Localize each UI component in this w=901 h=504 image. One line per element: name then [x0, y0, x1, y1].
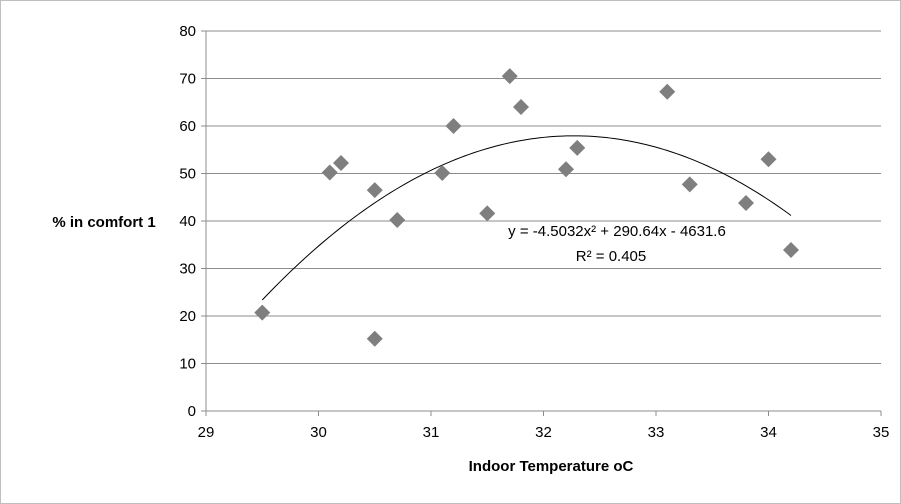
- data-point-6: [389, 212, 406, 229]
- data-point-17: [760, 151, 777, 168]
- x-tick-label-30: 30: [310, 424, 327, 441]
- y-axis-title: % in comfort 1: [52, 214, 155, 231]
- y-tick-label-30: 30: [179, 261, 196, 278]
- data-point-14: [659, 83, 676, 100]
- trendline: [261, 135, 792, 301]
- x-tick-label-33: 33: [648, 424, 665, 441]
- gridlines: [206, 30, 881, 364]
- data-point-3: [333, 155, 349, 172]
- y-tick-labels: 0 10 20 30 40 50 60 70 80: [179, 23, 196, 420]
- trendline-r-squared: R² = 0.405: [576, 248, 646, 265]
- axes: [201, 30, 882, 416]
- data-point-12: [558, 161, 574, 178]
- x-tick-label-29: 29: [198, 424, 215, 441]
- data-point-5: [366, 330, 383, 347]
- y-tick-label-80: 80: [179, 23, 196, 40]
- data-point-1: [254, 304, 271, 321]
- y-tick-label-0: 0: [188, 403, 196, 420]
- x-axis-title: Indoor Temperature oC: [469, 458, 634, 475]
- data-point-11: [513, 99, 529, 115]
- data-point-9: [479, 205, 496, 222]
- y-tick-label-10: 10: [179, 356, 196, 373]
- data-point-15: [681, 176, 698, 193]
- data-point-16: [738, 194, 754, 211]
- y-tick-label-40: 40: [179, 213, 196, 230]
- data-point-4: [366, 182, 383, 199]
- trendline-equation: y = -4.5032x² + 290.64x - 4631.6: [508, 223, 726, 240]
- data-point-2: [321, 164, 338, 181]
- trendline-group: [261, 135, 792, 301]
- data-point-13: [569, 139, 586, 156]
- y-tick-label-60: 60: [179, 118, 196, 135]
- data-point-18: [783, 241, 799, 258]
- data-point-8: [445, 118, 462, 134]
- data-point-7: [434, 165, 451, 182]
- y-tick-label-70: 70: [179, 71, 196, 88]
- x-tick-label-34: 34: [760, 424, 777, 441]
- x-tick-label-35: 35: [873, 424, 890, 441]
- data-points: [254, 68, 799, 347]
- x-tick-label-32: 32: [535, 424, 552, 441]
- data-point-10: [501, 68, 518, 85]
- y-tick-label-20: 20: [179, 308, 196, 325]
- x-tick-labels: 29 30 31 32 33 34 35: [198, 424, 890, 441]
- x-tick-label-31: 31: [423, 424, 440, 441]
- y-tick-label-50: 50: [179, 166, 196, 183]
